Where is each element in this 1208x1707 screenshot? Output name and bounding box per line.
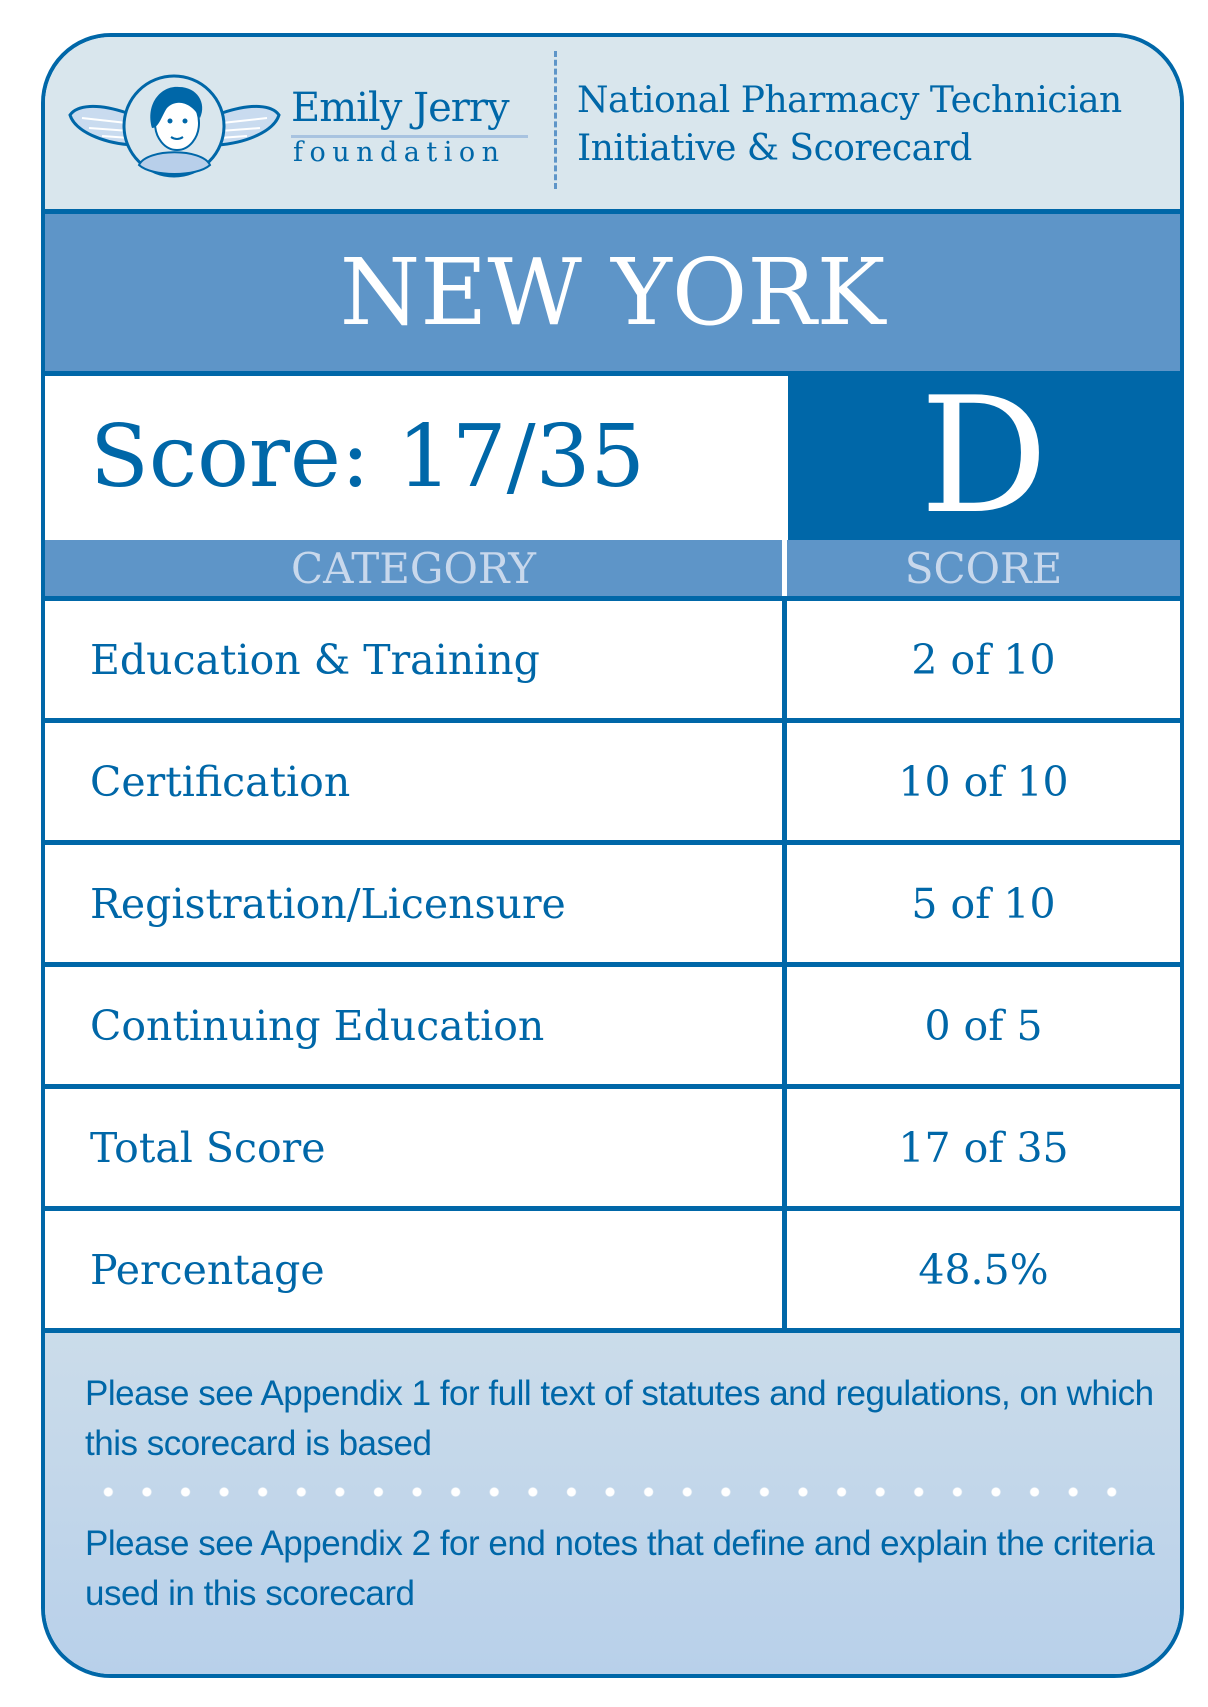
state-name: NEW YORK bbox=[45, 214, 1180, 376]
brand-subtitle: foundation bbox=[293, 137, 506, 168]
table-row: Continuing Education 0 of 5 bbox=[45, 962, 1180, 1084]
column-header-score: SCORE bbox=[787, 540, 1180, 596]
category-cell: Total Score bbox=[45, 1089, 787, 1206]
brand-underline bbox=[291, 135, 528, 138]
title-line-2: Initiative & Scorecard bbox=[577, 128, 972, 169]
angel-logo-icon bbox=[68, 74, 281, 178]
table-row: Education & Training 2 of 10 bbox=[45, 596, 1180, 718]
score-cell: 5 of 10 bbox=[911, 879, 1056, 928]
header: Emily Jerry foundation National Pharmacy… bbox=[45, 37, 1180, 214]
score-cell: 0 of 5 bbox=[924, 1001, 1043, 1050]
table-row: Registration/Licensure 5 of 10 bbox=[45, 840, 1180, 962]
footer-notes: Please see Appendix 1 for full text of s… bbox=[45, 1328, 1180, 1674]
scorecard: Emily Jerry foundation National Pharmacy… bbox=[41, 33, 1184, 1678]
score-table: Education & Training 2 of 10 Certificatio… bbox=[45, 596, 1180, 1328]
dotted-divider bbox=[89, 1487, 1139, 1497]
scorecard-title: National Pharmacy Technician Initiative … bbox=[577, 77, 1122, 173]
score-cell: 48.5% bbox=[918, 1245, 1049, 1294]
appendix-2-note: Please see Appendix 2 for end notes that… bbox=[85, 1524, 1155, 1613]
category-cell: Registration/Licensure bbox=[45, 845, 787, 962]
grade-badge: D bbox=[788, 376, 1180, 540]
appendix-1-note: Please see Appendix 1 for full text of s… bbox=[85, 1374, 1154, 1463]
table-row: Certification 10 of 10 bbox=[45, 718, 1180, 840]
category-cell: Certification bbox=[45, 723, 787, 840]
table-row: Total Score 17 of 35 bbox=[45, 1084, 1180, 1206]
score-cell: 2 of 10 bbox=[911, 635, 1056, 684]
header-divider bbox=[554, 51, 557, 189]
column-header-category: CATEGORY bbox=[45, 540, 782, 596]
table-row: Percentage 48.5% bbox=[45, 1206, 1180, 1328]
category-cell: Percentage bbox=[45, 1211, 787, 1328]
title-line-1: National Pharmacy Technician bbox=[577, 80, 1122, 121]
brand-name: Emily Jerry bbox=[291, 85, 510, 131]
category-cell: Continuing Education bbox=[45, 967, 787, 1084]
score-cell: 10 of 10 bbox=[898, 757, 1069, 806]
category-cell: Education & Training bbox=[45, 601, 787, 718]
score-summary: Score: 17/35 bbox=[90, 407, 646, 507]
score-cell: 17 of 35 bbox=[898, 1123, 1069, 1172]
